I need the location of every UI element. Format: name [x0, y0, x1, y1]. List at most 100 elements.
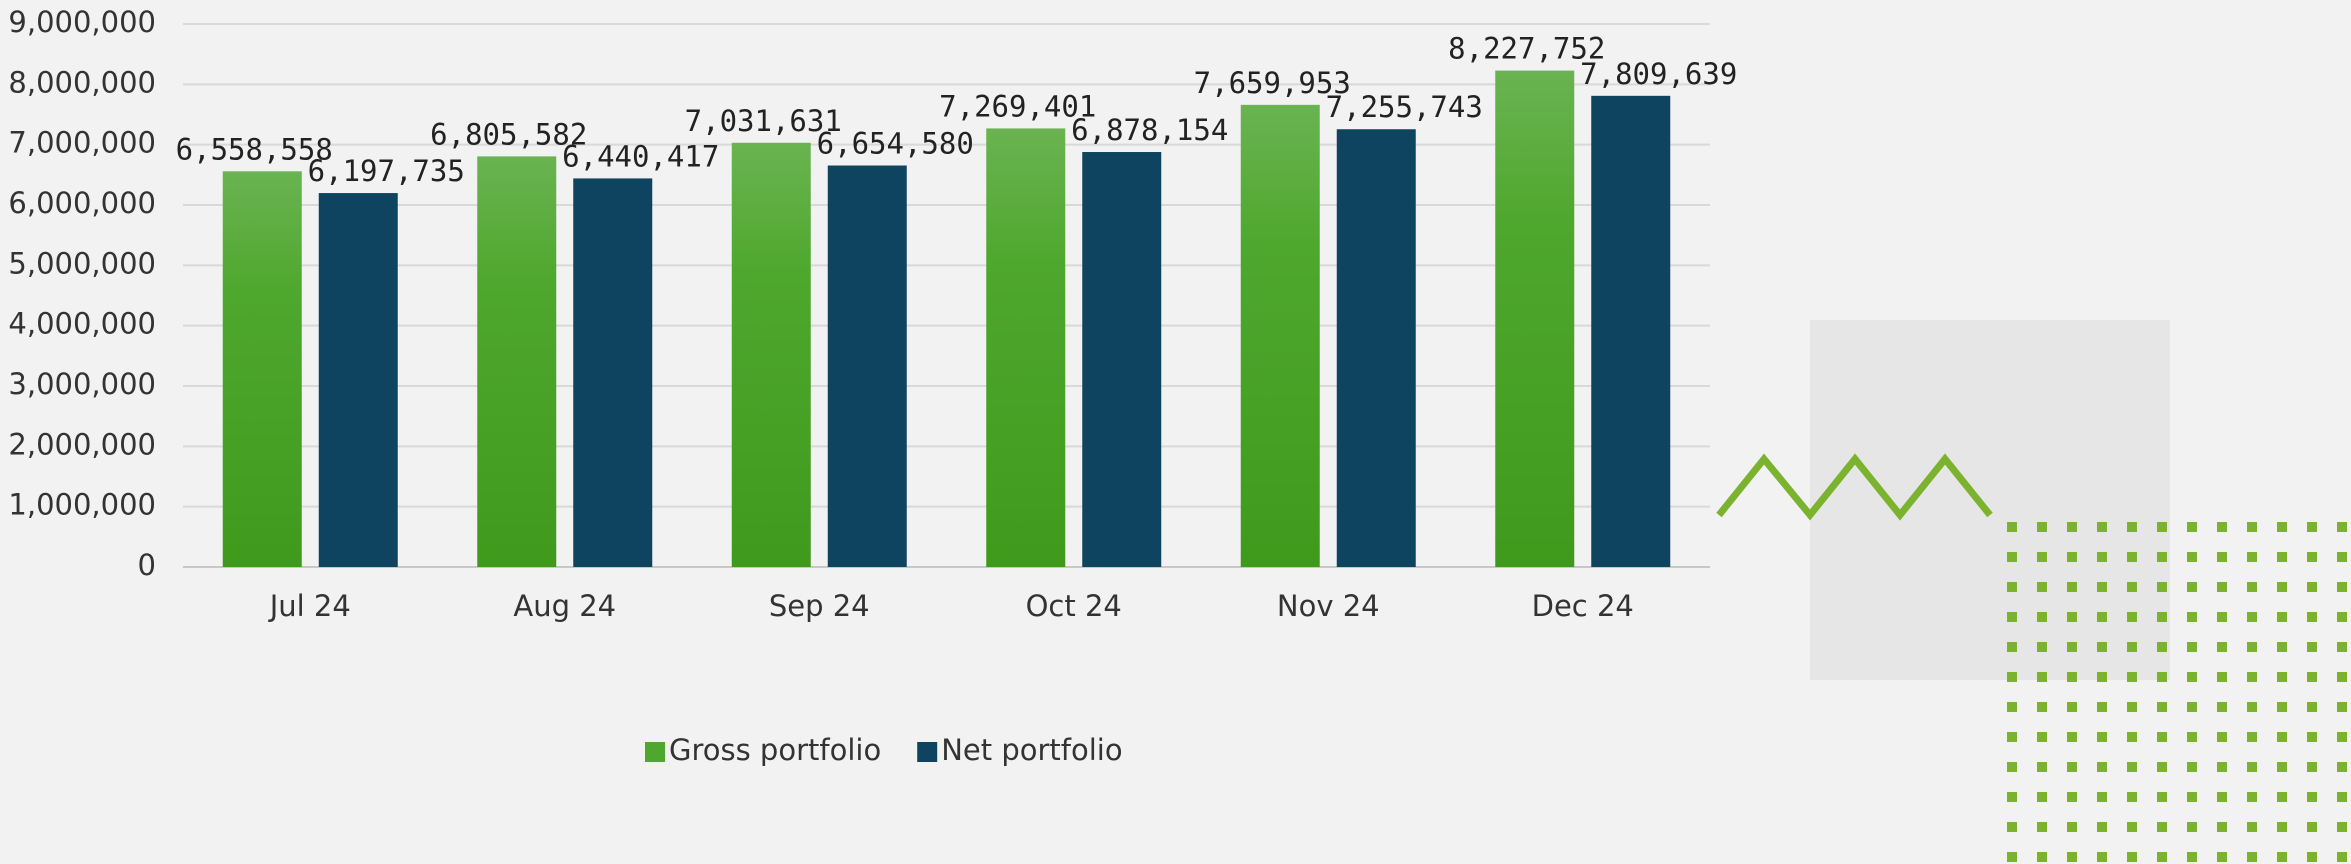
decor-dot [2067, 852, 2077, 862]
decor-dot [2247, 522, 2257, 532]
decor-dot [2217, 582, 2227, 592]
decor-dot [2097, 612, 2107, 622]
decor-dot [2337, 552, 2347, 562]
decor-dot [2277, 522, 2287, 532]
decor-dot [2247, 732, 2257, 742]
decor-dot [2037, 762, 2047, 772]
legend-swatch [645, 742, 665, 762]
data-label: 8,227,752 [1448, 32, 1605, 66]
bar [318, 193, 398, 567]
decor-dot [2337, 642, 2347, 652]
decor-panel [1810, 320, 2170, 680]
y-tick-label: 1,000,000 [8, 488, 156, 522]
y-tick-label: 9,000,000 [8, 5, 156, 39]
decor-dots [2007, 522, 2347, 862]
decor-dot [2187, 582, 2197, 592]
data-label: 6,805,582 [430, 117, 587, 151]
decor-dot [2277, 822, 2287, 832]
decor-dot [2127, 792, 2137, 802]
decor-dot [2127, 732, 2137, 742]
decor-dot [2007, 792, 2017, 802]
decor-dot [2187, 852, 2197, 862]
decor-dot [2337, 792, 2347, 802]
y-tick-label: 2,000,000 [8, 427, 156, 461]
decor-dot [2127, 522, 2137, 532]
decor-dot [2247, 702, 2257, 712]
decor-dot [2037, 822, 2047, 832]
legend-label: Gross portfolio [669, 733, 881, 767]
decor-dot [2187, 612, 2197, 622]
decor-dot [2307, 672, 2317, 682]
decor-dot [2277, 702, 2287, 712]
decor-dot [2337, 762, 2347, 772]
decor-dot [2007, 612, 2017, 622]
decor-dot [2127, 762, 2137, 772]
decor-dot [2067, 702, 2077, 712]
decor-dot [2007, 522, 2017, 532]
data-label: 6,654,580 [817, 127, 974, 161]
decor-dot [2307, 702, 2317, 712]
decor-dot [2097, 792, 2107, 802]
y-tick-label: 8,000,000 [8, 65, 156, 99]
decor-dot [2067, 522, 2077, 532]
decor-dot [2187, 672, 2197, 682]
decor-dot [2187, 822, 2197, 832]
bar [477, 156, 557, 567]
decor-dot [2157, 762, 2167, 772]
decor-dot [2247, 762, 2257, 772]
decor-dot [2127, 582, 2137, 592]
decor-dot [2037, 642, 2047, 652]
decor-dot [2007, 702, 2017, 712]
x-tick-label: Jul 24 [268, 589, 351, 623]
decor-dot [2067, 582, 2077, 592]
decor-dot [2157, 792, 2167, 802]
decor-dot [2097, 642, 2107, 652]
decor-dot [2067, 792, 2077, 802]
y-tick-label: 7,000,000 [8, 126, 156, 160]
bar [1336, 129, 1416, 568]
decor-dot [2097, 522, 2107, 532]
decor-dot [2007, 672, 2017, 682]
bar [573, 178, 653, 568]
decor-dot [2277, 582, 2287, 592]
decor-dot [2067, 822, 2077, 832]
decor-dot [2247, 852, 2257, 862]
decor-dot [2187, 552, 2197, 562]
decor-dot [2157, 672, 2167, 682]
decor-dot [2067, 762, 2077, 772]
decor-dot [2307, 762, 2317, 772]
decor-dot [2337, 732, 2347, 742]
decor-dot [2127, 822, 2137, 832]
data-label: 7,659,953 [1194, 66, 1351, 100]
decor-dot [2007, 582, 2017, 592]
decor-dot [2007, 552, 2017, 562]
decor-dot [2217, 792, 2227, 802]
decor-dot [2007, 762, 2017, 772]
decor-dot [2307, 612, 2317, 622]
decor-dot [2187, 702, 2197, 712]
decor-dot [2247, 552, 2257, 562]
decor-dot [2187, 522, 2197, 532]
decor-dot [2157, 732, 2167, 742]
bar [1495, 70, 1575, 568]
decor-dot [2157, 552, 2167, 562]
decor-dot [2037, 732, 2047, 742]
legend-swatch [917, 742, 938, 762]
decor-dot [2307, 642, 2317, 652]
bar [827, 165, 907, 567]
decor-dot [2157, 582, 2167, 592]
bar [1082, 152, 1162, 567]
decor-dot [2067, 552, 2077, 562]
data-label: 7,031,631 [685, 104, 842, 138]
decor-dot [2097, 732, 2107, 742]
decor-dot [2127, 642, 2137, 652]
decor-dot [2277, 612, 2287, 622]
bar [1591, 95, 1671, 567]
y-tick-label: 3,000,000 [8, 367, 156, 401]
decor-dot [2337, 522, 2347, 532]
data-label: 6,558,558 [176, 132, 333, 166]
decor-dot [2277, 672, 2287, 682]
bar [986, 128, 1066, 567]
decor-dot [2157, 642, 2167, 652]
data-label: 7,255,743 [1326, 90, 1483, 124]
